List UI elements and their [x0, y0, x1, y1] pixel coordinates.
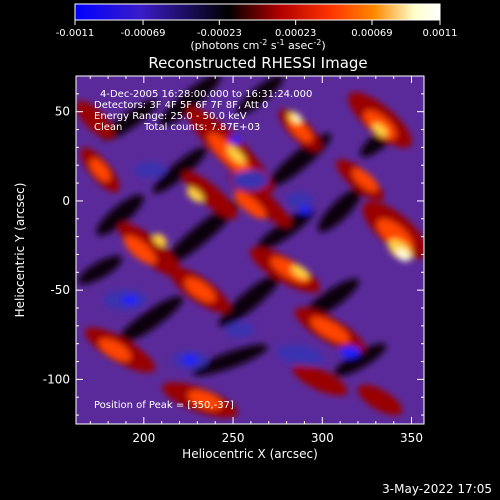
- annotation-peak: Position of Peak = [350,-37]: [94, 400, 234, 411]
- colorbar-tick-label: -0.00069: [121, 28, 166, 39]
- colorbar-tick-labels: -0.0011 -0.00069 -0.00023 0.00023 0.00069 0.0…: [56, 28, 458, 39]
- y-tick-label: -100: [43, 372, 70, 386]
- y-tick-label: -50: [50, 283, 70, 297]
- x-tick-label: 300: [311, 431, 334, 445]
- chart-title: Reconstructed RHESSI Image: [148, 54, 367, 72]
- colorbar-unit-label: (photons cm-2 s-1 asec-2): [190, 38, 325, 52]
- annotation-clean: Clean: [94, 122, 122, 133]
- colorbar-tick-label: 0.0011: [423, 28, 458, 39]
- annotation-time: 4-Dec-2005 16:28:00.000 to 16:31:24.000: [100, 89, 312, 100]
- x-axis-label: Heliocentric X (arcsec): [182, 447, 318, 461]
- colorbar-gradient: [74, 3, 441, 21]
- y-axis-ticks: 50 0 -50 -100: [43, 75, 424, 416]
- annotation-detectors: Detectors: 3F 4F 5F 6F 7F 8F, Att 0: [94, 100, 268, 111]
- annotation-energy: Energy Range: 25.0 - 50.0 keV: [94, 111, 247, 122]
- y-axis-label: Heliocentric Y (arcsec): [13, 183, 27, 318]
- y-tick-label: 0: [62, 194, 70, 208]
- x-tick-label: 200: [132, 431, 155, 445]
- annotation-counts: Total counts: 7.87E+03: [143, 122, 260, 133]
- colorbar-tick-label: 0.00023: [275, 28, 316, 39]
- plot-frame: [75, 75, 425, 425]
- x-axis-ticks: 200 250 300 350: [89, 76, 423, 445]
- annotation-block: 4-Dec-2005 16:28:00.000 to 16:31:24.000 …: [94, 89, 312, 411]
- colorbar: -0.0011 -0.00069 -0.00023 0.00023 0.00069 0.0…: [56, 3, 458, 52]
- colorbar-tick-label: -0.0011: [56, 28, 95, 39]
- y-tick-label: 50: [55, 105, 70, 119]
- colorbar-tick-label: 0.00069: [351, 28, 392, 39]
- colorbar-tick-label: -0.00023: [197, 28, 242, 39]
- colorbar-ticks: [74, 20, 441, 25]
- heatmap-image: [76, 76, 424, 424]
- footer-date: 3-May-2022 17:05: [382, 482, 492, 496]
- x-tick-label: 350: [400, 431, 423, 445]
- x-tick-label: 250: [222, 431, 245, 445]
